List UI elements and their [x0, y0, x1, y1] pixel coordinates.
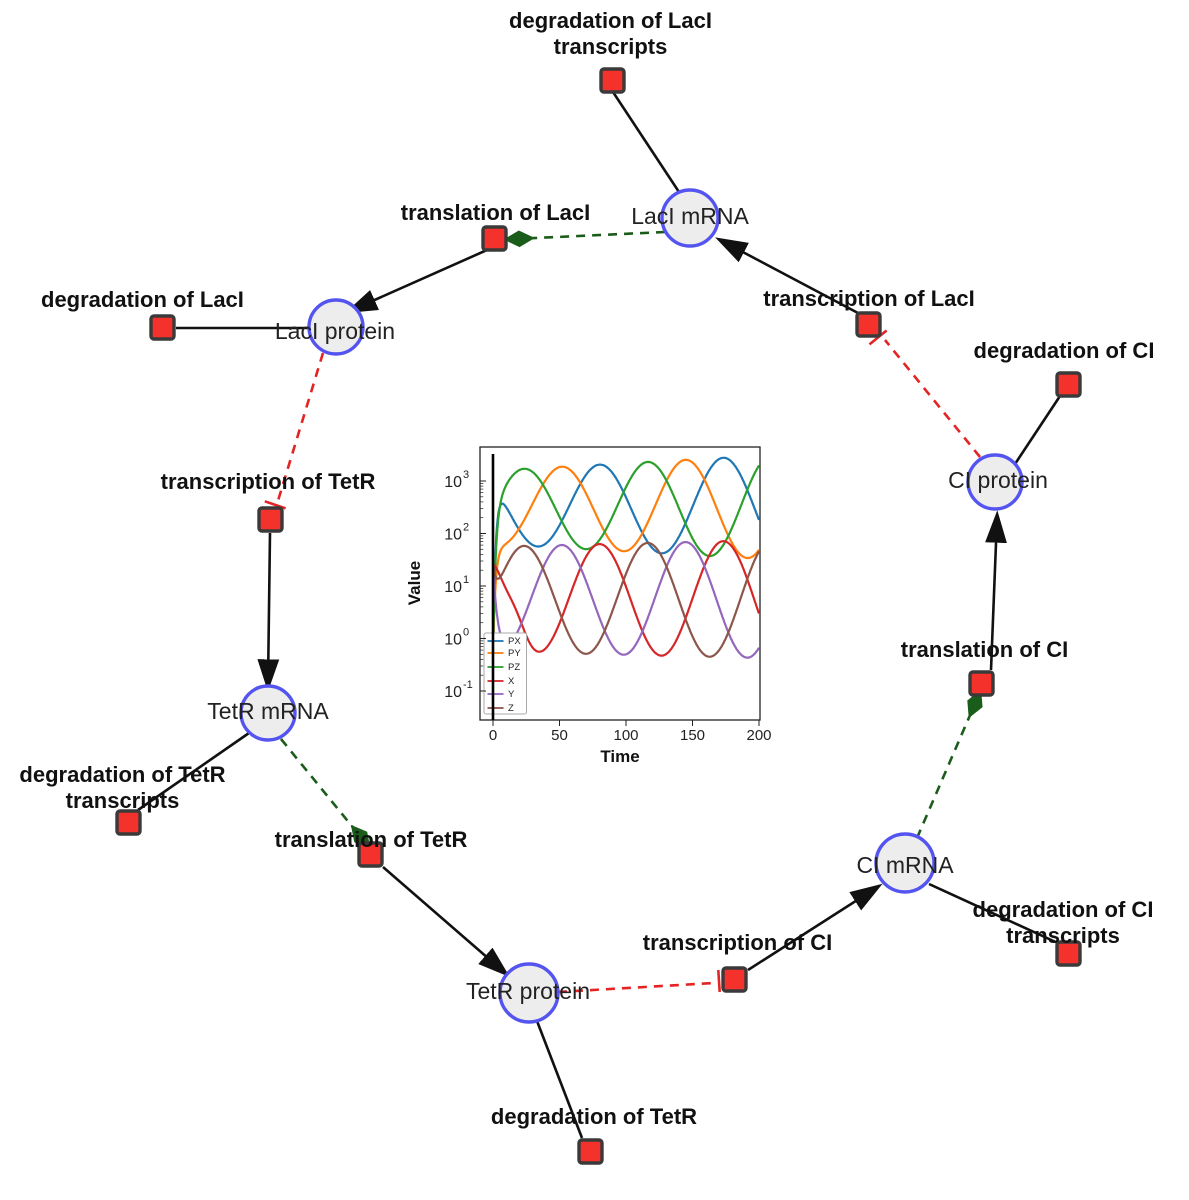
svg-text:100: 100 [613, 727, 638, 744]
svg-text:1: 1 [463, 574, 469, 586]
svg-text:X: X [508, 676, 515, 687]
svg-text:150: 150 [680, 727, 705, 744]
svg-text:Time: Time [600, 747, 639, 766]
svg-text:2: 2 [463, 522, 469, 534]
svg-text:10: 10 [444, 474, 462, 491]
svg-text:PZ: PZ [508, 662, 520, 673]
svg-text:Y: Y [508, 689, 515, 700]
svg-text:PY: PY [508, 648, 521, 659]
svg-text:10: 10 [444, 527, 462, 544]
svg-text:10: 10 [444, 684, 462, 701]
svg-text:Z: Z [508, 703, 514, 714]
svg-text:PX: PX [508, 636, 521, 647]
svg-text:-1: -1 [463, 679, 473, 691]
svg-text:Value: Value [405, 561, 424, 605]
svg-text:0: 0 [463, 627, 469, 639]
svg-text:10: 10 [444, 579, 462, 596]
svg-text:50: 50 [551, 727, 568, 744]
svg-text:3: 3 [463, 469, 469, 481]
svg-text:0: 0 [489, 727, 497, 744]
svg-text:200: 200 [746, 727, 771, 744]
svg-text:10: 10 [444, 632, 462, 649]
